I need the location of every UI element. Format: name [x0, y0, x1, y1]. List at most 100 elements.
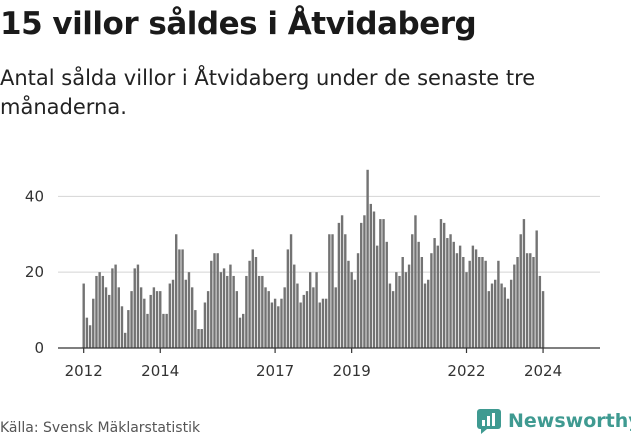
bar — [242, 313, 245, 348]
bar — [401, 257, 404, 348]
bar — [519, 234, 522, 348]
bar — [273, 298, 277, 348]
bar — [423, 283, 427, 348]
brand-name: Newsworthy — [508, 410, 631, 432]
bar — [133, 268, 136, 348]
bar — [88, 325, 92, 348]
page-title: 15 villor såldes i Åtvidaberg — [0, 6, 477, 42]
y-tick-label: 0 — [34, 339, 44, 357]
bar — [197, 329, 200, 348]
bar — [245, 275, 248, 348]
bar — [206, 291, 210, 348]
bar — [465, 272, 468, 348]
bar — [372, 211, 376, 348]
bar — [257, 275, 261, 348]
bar — [312, 287, 315, 348]
bar — [321, 298, 325, 348]
bar — [251, 249, 254, 348]
bar — [101, 275, 105, 348]
x-tick-label: 2017 — [256, 362, 294, 380]
bar — [254, 257, 258, 348]
bar — [331, 234, 334, 348]
bar — [442, 222, 446, 348]
bar — [104, 287, 108, 348]
bar — [98, 272, 101, 348]
bar — [111, 268, 114, 348]
bar — [532, 257, 535, 348]
bar — [82, 283, 85, 348]
bar — [200, 329, 203, 348]
bar — [535, 230, 538, 348]
bar — [123, 332, 127, 348]
bar — [356, 253, 360, 348]
bar — [468, 260, 471, 348]
bar — [328, 234, 331, 348]
bar — [184, 279, 187, 348]
bar — [210, 260, 213, 348]
bar — [529, 253, 532, 348]
bar — [334, 287, 337, 348]
bar — [117, 287, 120, 348]
bar — [149, 294, 152, 348]
bar — [95, 275, 98, 348]
bar — [280, 298, 283, 348]
bar — [114, 264, 117, 348]
bar — [497, 260, 500, 348]
bar — [375, 245, 379, 348]
bar — [232, 275, 235, 348]
bar — [541, 291, 545, 348]
bar — [455, 253, 459, 348]
bar — [136, 264, 140, 348]
bar — [162, 313, 165, 348]
bar — [404, 272, 408, 348]
bar — [430, 253, 433, 348]
bar — [474, 249, 478, 348]
bar — [318, 302, 321, 348]
x-tick-label: 2019 — [333, 362, 371, 380]
bar — [226, 275, 229, 348]
bar — [194, 310, 197, 348]
bar — [315, 272, 318, 348]
bar — [267, 291, 270, 348]
bar — [190, 287, 194, 348]
bar — [363, 215, 366, 348]
bar — [299, 302, 302, 348]
bar — [146, 313, 149, 348]
bar — [427, 279, 430, 348]
y-tick-label: 20 — [25, 263, 44, 281]
bar — [159, 291, 162, 348]
bar — [471, 245, 475, 348]
page-subtitle: Antal sålda villor i Åtvidaberg under de… — [0, 66, 536, 119]
bar — [248, 260, 251, 348]
bar — [178, 249, 181, 348]
bar — [500, 283, 503, 348]
bar — [305, 291, 309, 348]
bar — [452, 241, 455, 348]
bar — [462, 257, 465, 348]
x-tick-label: 2014 — [141, 362, 179, 380]
bar — [238, 317, 242, 348]
bar — [395, 272, 398, 348]
bar — [85, 317, 89, 348]
bar — [152, 287, 156, 348]
newsworthy-logo-icon — [477, 409, 501, 434]
bar — [369, 203, 372, 348]
bar — [366, 169, 369, 348]
bar — [219, 272, 223, 348]
bar — [175, 234, 178, 348]
bar — [139, 287, 143, 348]
highlight-value-label: 15 — [571, 0, 591, 4]
bar — [506, 298, 510, 348]
bar — [360, 222, 363, 348]
brand-logo[interactable]: Newsworthy — [476, 408, 631, 434]
bar — [478, 257, 481, 348]
bar — [261, 275, 264, 348]
bar — [120, 306, 124, 348]
bar — [353, 279, 357, 348]
bar — [143, 298, 146, 348]
axis-layer — [58, 347, 600, 353]
bar — [484, 260, 487, 348]
bar — [216, 253, 219, 348]
bar — [229, 264, 232, 348]
